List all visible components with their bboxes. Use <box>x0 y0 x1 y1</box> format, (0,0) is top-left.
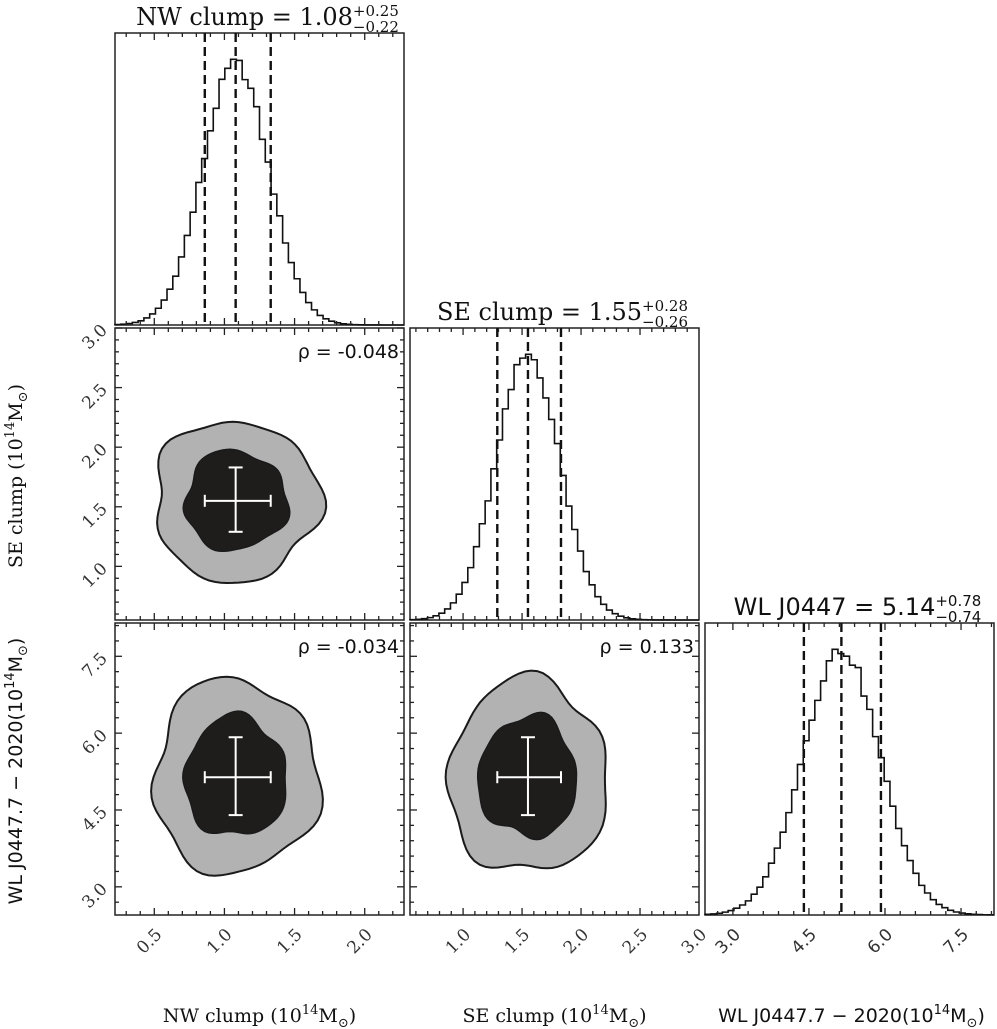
title-err-minus-nw: −0.22 <box>353 18 399 36</box>
y-tick-label: 3.0 <box>78 321 111 354</box>
y-tick-label: 7.5 <box>78 649 111 682</box>
contour-panel-2-1: ρ = 0.133 <box>409 622 700 916</box>
hist-panel-se: SE clump = 1.55 +0.28−0.26 <box>409 296 700 621</box>
panel-frame <box>704 622 995 916</box>
title-err-minus-wl: −0.74 <box>935 608 981 626</box>
x-tick-label: 2.5 <box>619 925 652 958</box>
x-tick-label: 1.5 <box>501 925 534 958</box>
y-tick-label: 3.0 <box>78 879 111 912</box>
title-se: SE clump = 1.55 <box>437 296 672 326</box>
x-axis-label-nw: NW clump (1014M⊙) <box>163 1003 356 1029</box>
contour-panel-1-0: ρ = -0.048 <box>114 327 405 621</box>
title-nw: NW clump = 1.08 <box>136 1 383 31</box>
ticks-2-2 <box>717 623 993 915</box>
rho-label: ρ = 0.133 <box>600 636 694 658</box>
x-tick-label: 3.0 <box>712 925 745 958</box>
ticks-1-0 <box>115 327 404 620</box>
title-err-plus-nw: +0.25 <box>353 2 399 20</box>
x-tick-label: 1.0 <box>203 925 236 958</box>
x-tick-labels-wl: 3.0 4.5 6.0 7.5 <box>712 925 973 958</box>
y-tick-label: 4.5 <box>78 803 111 836</box>
rho-label: ρ = -0.048 <box>298 341 399 363</box>
y-tick-label: 2.5 <box>78 380 111 413</box>
x-axis-label-se: SE clump (1014M⊙) <box>462 1003 646 1029</box>
title-err-plus-se: +0.28 <box>642 297 688 315</box>
y-tick-label: 6.0 <box>78 726 111 759</box>
x-tick-label: 2.0 <box>560 925 593 958</box>
hist-panel-wl: WL J0447 = 5.14 +0.78−0.74 <box>704 591 995 916</box>
x-tick-label: 7.5 <box>940 925 973 958</box>
x-tick-label: 4.5 <box>788 925 821 958</box>
errorbar <box>203 466 272 533</box>
title-err-plus-wl: +0.78 <box>935 592 981 610</box>
ticks-2-0 <box>115 623 404 915</box>
histogram-wl <box>704 648 994 916</box>
ticks-1-1 <box>415 328 688 620</box>
y-tick-labels-se: 1.0 1.5 2.0 2.5 3.0 <box>78 321 111 593</box>
x-tick-label: 2.0 <box>343 925 376 958</box>
hist-panel-nw: NW clump = 1.08 +0.25−0.22 <box>114 1 405 326</box>
errorbar <box>203 736 272 817</box>
histogram-se <box>409 353 699 621</box>
x-tick-labels-nw: 0.5 1.0 1.5 2.0 <box>133 925 377 958</box>
ticks-0-0 <box>125 33 394 325</box>
y-axis-label-wl: WL J0447.7 − 2020(1014M⊙) <box>3 638 31 905</box>
x-axis-label-wl: WL J0447.7 − 2020(1014M⊙) <box>718 1003 985 1029</box>
x-tick-label: 3.0 <box>678 925 711 958</box>
histogram-nw <box>114 58 404 326</box>
x-tick-label: 6.0 <box>864 925 897 958</box>
title-err-minus-se: −0.26 <box>642 313 688 331</box>
panel-frame <box>409 327 700 621</box>
title-wl: WL J0447 = 5.14 <box>734 591 966 621</box>
errorbar <box>496 736 562 817</box>
rho-label: ρ = -0.034 <box>298 636 399 658</box>
contour-panel-2-0: ρ = -0.034 <box>114 622 405 916</box>
x-tick-label: 1.5 <box>273 925 306 958</box>
panel-frame <box>114 32 405 326</box>
contour-1sigma <box>182 710 287 835</box>
ticks-2-1 <box>410 623 699 915</box>
y-axis-label-se: SE clump (1014M⊙) <box>3 384 31 568</box>
x-tick-labels-se: 1.0 1.5 2.0 2.5 3.0 <box>442 925 711 958</box>
x-tick-label: 0.5 <box>133 925 166 958</box>
y-tick-labels-wl: 3.0 4.5 6.0 7.5 <box>78 649 111 913</box>
y-tick-label: 1.5 <box>78 499 111 532</box>
x-tick-label: 1.0 <box>442 925 475 958</box>
y-tick-label: 1.0 <box>78 559 111 592</box>
y-tick-label: 2.0 <box>78 440 111 473</box>
